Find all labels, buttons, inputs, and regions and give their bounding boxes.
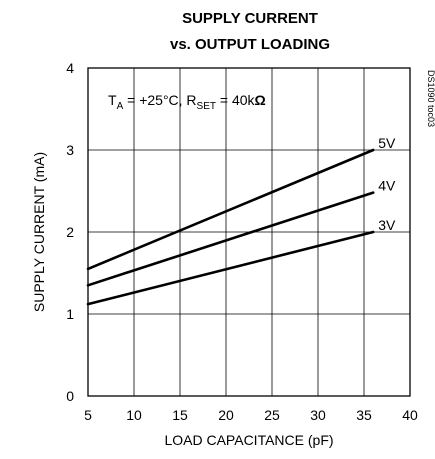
x-tick-label: 30 <box>310 407 326 423</box>
cond-t: T <box>108 92 117 108</box>
cond-r-sub: SET <box>197 101 216 112</box>
series-lines <box>86 148 375 306</box>
test-condition: TA = +25°C, RSET = 40kΩ <box>108 92 266 112</box>
y-tick-label: 0 <box>66 388 74 404</box>
y-tick-label: 1 <box>66 306 74 322</box>
cond-r-rest: = 40k <box>216 92 256 108</box>
series-line-4V <box>86 191 375 287</box>
x-tick-label: 5 <box>84 407 92 423</box>
x-axis-label: LOAD CAPACITANCE (pF) <box>164 432 333 448</box>
series-label-3V: 3V <box>378 217 396 233</box>
y-axis-label: SUPPLY CURRENT (mA) <box>31 152 47 312</box>
x-tick-label: 10 <box>126 407 142 423</box>
plot-frame <box>87 67 411 397</box>
grid-lines <box>88 68 410 396</box>
chart-title-line2: vs. OUTPUT LOADING <box>170 36 330 53</box>
x-tick-label: 20 <box>218 407 234 423</box>
series-label-5V: 5V <box>378 135 396 151</box>
series-line-5V <box>86 148 375 271</box>
y-tick-label: 4 <box>66 60 74 76</box>
series-label-4V: 4V <box>378 178 396 194</box>
chart-title-line1: SUPPLY CURRENT <box>182 10 318 27</box>
cond-t-sub: A <box>117 101 124 112</box>
y-tick-labels: 0 1 2 3 4 <box>66 60 74 404</box>
series-line-3V <box>86 230 375 306</box>
cond-t-rest: = +25°C, R <box>123 92 196 108</box>
x-tick-label: 40 <box>402 407 418 423</box>
x-tick-label: 15 <box>172 407 188 423</box>
x-tick-labels: 5 10 15 20 25 30 35 40 <box>84 407 418 423</box>
document-number: DS1090 toc03 <box>426 70 435 127</box>
cond-omega: Ω <box>255 92 266 108</box>
y-tick-label: 2 <box>66 224 74 240</box>
x-tick-label: 25 <box>264 407 280 423</box>
x-tick-label: 35 <box>356 407 372 423</box>
series-labels: 5V 4V 3V <box>378 135 396 233</box>
y-tick-label: 3 <box>66 142 74 158</box>
